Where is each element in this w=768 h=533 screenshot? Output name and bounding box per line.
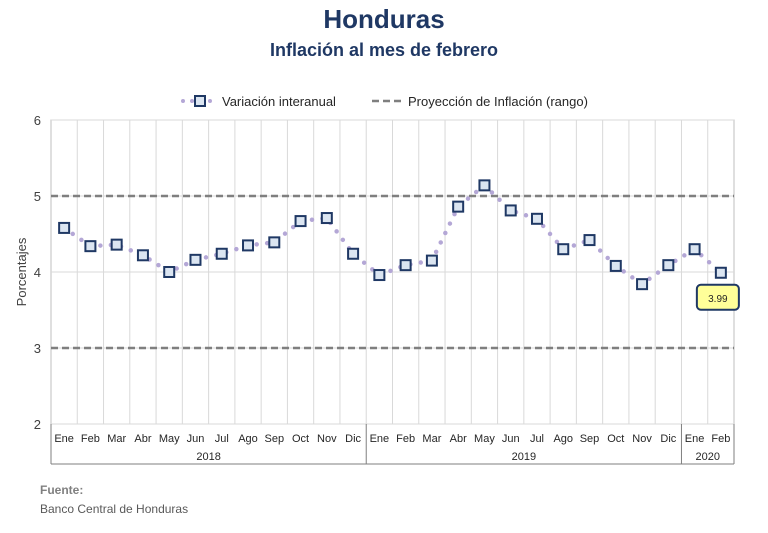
legend: Variación interanual Proyección de Infla… xyxy=(181,94,588,109)
source-text: Banco Central de Honduras xyxy=(40,502,189,516)
data-point xyxy=(688,243,701,256)
year-label: 2019 xyxy=(512,451,536,463)
value-callout xyxy=(695,283,740,311)
data-point xyxy=(478,179,491,192)
data-point xyxy=(320,212,333,225)
legend-label-projection: Proyección de Inflación (rango) xyxy=(408,94,588,109)
x-tick-label: Ene xyxy=(54,433,74,445)
y-tick-label: 2 xyxy=(34,417,41,432)
data-point xyxy=(294,215,307,228)
data-point xyxy=(242,239,255,252)
x-tick-label: Mar xyxy=(107,433,126,445)
data-point xyxy=(504,204,517,217)
data-point xyxy=(425,254,438,267)
data-point xyxy=(373,269,386,282)
data-point xyxy=(662,259,675,272)
series-line xyxy=(61,182,724,287)
y-tick-label: 4 xyxy=(34,265,41,280)
x-tick-label: Oct xyxy=(607,433,624,445)
plot-area: 2 3 4 5 6 3.99 Ene Feb Mar Abr May Jun Jul Ago Sep Oct N… xyxy=(34,113,740,465)
x-tick-label: Nov xyxy=(317,433,337,445)
year-label: 2020 xyxy=(695,451,719,463)
y-axis-label: Porcentajes xyxy=(14,237,29,306)
x-tick-label: Jul xyxy=(530,433,544,445)
data-point xyxy=(189,253,202,266)
data-point xyxy=(557,243,570,256)
data-point xyxy=(714,266,727,279)
data-point xyxy=(347,247,360,260)
x-tick-label: Sep xyxy=(580,433,600,445)
data-point xyxy=(636,278,649,291)
legend-marker-swatch xyxy=(194,95,206,107)
x-tick-label: Nov xyxy=(632,433,652,445)
y-tick-label: 3 xyxy=(34,341,41,356)
x-tick-label: Ene xyxy=(685,433,705,445)
data-point xyxy=(399,259,412,272)
data-point xyxy=(136,249,149,262)
legend-label-series: Variación interanual xyxy=(222,94,336,109)
chart-title: Honduras xyxy=(323,4,445,34)
chart-subtitle: Inflación al mes de febrero xyxy=(269,40,499,60)
x-tick-label: Abr xyxy=(134,433,151,445)
data-point xyxy=(452,200,465,213)
x-tick-label: Dic xyxy=(660,433,676,445)
x-tick-label: Feb xyxy=(81,433,100,445)
x-tick-label: Ago xyxy=(238,433,258,445)
source-label: Fuente: xyxy=(40,483,84,497)
data-point xyxy=(110,238,123,251)
x-tick-label: Feb xyxy=(396,433,415,445)
x-tick-label: Sep xyxy=(264,433,284,445)
x-tick-label: Ago xyxy=(553,433,573,445)
x-tick-label: Jun xyxy=(187,433,205,445)
y-tick-label: 5 xyxy=(34,189,41,204)
x-tick-label: Abr xyxy=(450,433,467,445)
x-tick-label: Dic xyxy=(345,433,361,445)
y-tick-label: 6 xyxy=(34,113,41,128)
data-point xyxy=(163,266,176,278)
data-point xyxy=(58,221,71,234)
data-point xyxy=(530,212,543,225)
x-tick-label: Mar xyxy=(422,433,441,445)
x-tick-label: May xyxy=(474,433,495,445)
year-label: 2018 xyxy=(196,451,220,463)
x-tick-label: Jun xyxy=(502,433,520,445)
x-tick-label: Ene xyxy=(370,433,390,445)
callout-label: 3.99 xyxy=(708,294,728,305)
x-tick-label: May xyxy=(159,433,180,445)
x-tick-label: Oct xyxy=(292,433,309,445)
x-tick-label: Feb xyxy=(711,433,730,445)
data-point xyxy=(609,259,622,272)
data-point xyxy=(583,234,596,247)
x-tick-label: Jul xyxy=(215,433,229,445)
data-point xyxy=(215,247,228,260)
data-point xyxy=(84,240,97,253)
data-point xyxy=(268,236,281,249)
